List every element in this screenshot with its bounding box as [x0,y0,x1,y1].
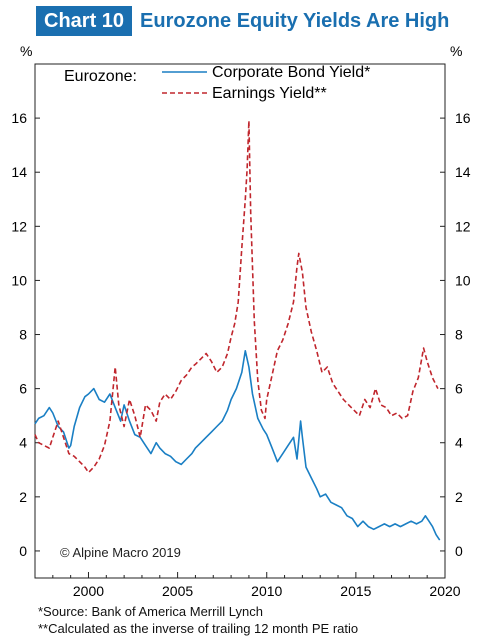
legend-label: Corporate Bond Yield* [212,64,370,81]
y-tick-label-right: 8 [455,327,463,343]
chart-number-badge: Chart 10 [36,6,133,36]
y-axis-unit-left: % [20,43,32,59]
copyright-annotation: © Alpine Macro 2019 [60,545,181,560]
legend: Eurozone: Corporate Bond Yield* Earnings Y… [64,64,370,102]
series-lines [34,120,441,541]
legend-prefix: Eurozone: [64,68,137,85]
y-tick-label-right: 6 [455,381,463,397]
x-tick-label: 2015 [340,583,371,599]
plot-frame [34,63,446,579]
y-tick-label-right: 0 [455,543,463,559]
y-tick-label-left: 8 [19,327,27,343]
x-tick-label: 2010 [251,583,282,599]
y-tick-label-left: 2 [19,489,27,505]
y-tick-label-left: 10 [11,272,27,288]
source-note: *Source: Bank of America Merrill Lynch [38,604,263,619]
footnotes: *Source: Bank of America Merrill Lynch *… [38,603,358,637]
corporate-bond-yield-line [34,349,441,541]
y-tick-label-left: 6 [19,381,27,397]
y-tick-label-right: 2 [455,489,463,505]
y-tick-label-right: 14 [455,164,471,180]
y-tick-label-left: 0 [19,543,27,559]
earnings-yield-line [34,120,439,474]
x-tick-label: 2005 [162,583,193,599]
y-tick-label-right: 12 [455,218,471,234]
y-tick-label-left: 4 [19,435,27,451]
x-tick-label: 2020 [429,583,460,599]
axes: % % 0 0 2 2 4 4 6 6 8 8 10 10 12 12 14 14 16 16 2000 2005 2010… [11,43,470,599]
y-tick-label-left: 14 [11,164,27,180]
x-tick-label: 2000 [73,583,104,599]
calculation-note: **Calculated as the inverse of trailing … [38,621,359,636]
chart-header: Chart 10 Eurozone Equity Yields Are High [36,6,449,36]
y-tick-label-left: 16 [11,110,27,126]
chart-area: % % 0 0 2 2 4 4 6 6 8 8 10 10 12 12 14 14 16 16 2000 2005 2010… [11,43,470,599]
y-tick-label-right: 16 [455,110,471,126]
y-tick-label-left: 12 [11,218,27,234]
y-tick-label-right: 10 [455,272,471,288]
legend-label: Earnings Yield** [212,85,327,102]
y-axis-unit-right: % [450,43,462,59]
chart-title: Eurozone Equity Yields Are High [140,9,450,32]
y-tick-label-right: 4 [455,435,463,451]
